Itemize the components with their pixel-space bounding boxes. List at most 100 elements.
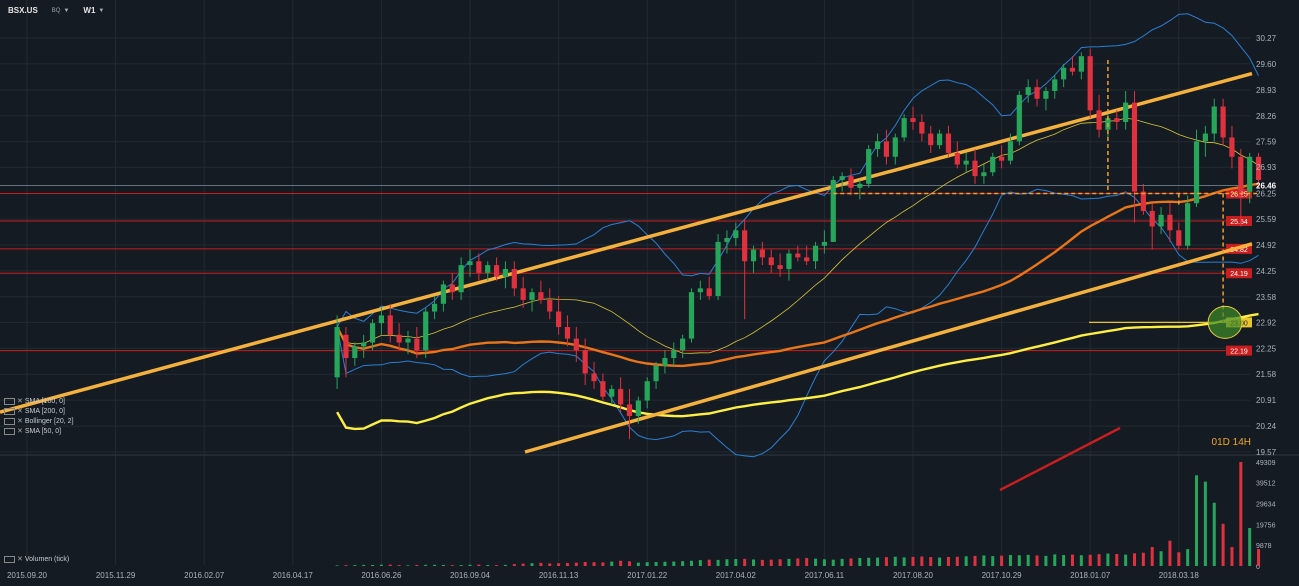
moving-averages: [336, 182, 1259, 492]
price-level-label: 22.19: [1230, 349, 1248, 356]
candle-body: [724, 238, 730, 242]
candle: [476, 253, 482, 281]
candle-body: [680, 338, 686, 351]
candle-body: [999, 156, 1005, 161]
candle: [556, 296, 562, 335]
chevron-down-icon: ▼: [98, 7, 105, 14]
volume-bar: [1079, 555, 1083, 566]
volume-bar: [1044, 555, 1048, 566]
indicator-bollinger[interactable]: ✕ Bollinger [20, 2]: [4, 417, 74, 425]
bar-countdown: 01D 14H: [1211, 437, 1251, 448]
price-level-label: 24.19: [1230, 271, 1248, 278]
volume-bar: [353, 565, 357, 566]
candle-body: [795, 253, 801, 258]
source-selector[interactable]: BQ ▼: [52, 8, 70, 14]
candle-body: [1007, 141, 1014, 161]
volume-bar: [619, 560, 623, 566]
close-icon[interactable]: ✕: [17, 418, 23, 425]
trendlines: [0, 71, 1253, 454]
candle-body: [502, 268, 509, 277]
candle-body: [1069, 67, 1076, 72]
volume-bar: [512, 564, 516, 566]
candle: [750, 245, 757, 273]
candle-body: [1052, 79, 1058, 92]
candle: [963, 152, 969, 173]
candle: [821, 230, 827, 254]
indicator-sma200[interactable]: ✕ SMA [200, 0]: [4, 407, 65, 415]
x-tick-label: 2015.09.20: [7, 571, 48, 580]
settings-icon[interactable]: [4, 427, 15, 435]
volume-bar: [486, 564, 490, 566]
y-tick-label: 21.58: [1256, 370, 1277, 379]
settings-icon[interactable]: [4, 417, 15, 425]
candle: [1140, 183, 1146, 215]
volume-bar: [911, 556, 915, 566]
candle-body: [511, 268, 517, 289]
candle: [680, 334, 686, 358]
candle: [414, 327, 420, 358]
y-tick-label: 20.91: [1256, 396, 1277, 405]
volume-bar: [1133, 553, 1136, 566]
candle-body: [1158, 214, 1164, 227]
indicator-sma100[interactable]: ✕ SMA [100, 0]: [4, 397, 65, 405]
candle: [1096, 94, 1102, 138]
volume-bar: [672, 561, 676, 566]
candle: [874, 133, 881, 157]
volume-bar: [477, 564, 481, 566]
volume-tick-label: 0: [1256, 564, 1260, 571]
timeframe-selector[interactable]: W1 ▼: [83, 6, 104, 15]
candle-body: [883, 141, 890, 157]
candle: [431, 296, 438, 320]
settings-icon[interactable]: [4, 555, 15, 563]
volume-bar: [1141, 552, 1145, 566]
candle: [857, 179, 863, 200]
candle: [538, 280, 544, 304]
candle: [768, 249, 774, 273]
x-tick-label: 2018.01.07: [1070, 571, 1111, 580]
candle-body: [1229, 137, 1235, 157]
candle-body: [1211, 106, 1217, 134]
price-level-badge: [1226, 345, 1252, 356]
y-tick-label: 20.24: [1256, 422, 1277, 431]
candle: [1123, 91, 1129, 130]
candle-body: [618, 388, 624, 405]
close-icon[interactable]: ✕: [17, 398, 23, 405]
volume-bar: [946, 556, 950, 566]
candle-body: [972, 160, 978, 177]
candle-body: [387, 315, 393, 335]
candle: [1131, 91, 1138, 223]
candle: [600, 373, 606, 401]
candle-body: [892, 137, 898, 157]
volume-bar: [778, 559, 782, 566]
volume-bar: [1097, 554, 1101, 566]
indicator-volume[interactable]: ✕ Volumen (tick): [4, 555, 69, 563]
volume-bar: [565, 563, 569, 566]
candle-body: [848, 176, 854, 188]
candle-body: [662, 357, 668, 366]
x-tick-label: 2016.09.04: [450, 571, 491, 580]
close-icon[interactable]: ✕: [17, 556, 23, 563]
candle: [520, 276, 526, 308]
volume-bar: [433, 564, 437, 566]
close-icon[interactable]: ✕: [17, 408, 23, 415]
candle-body: [1149, 210, 1155, 227]
close-icon[interactable]: ✕: [17, 428, 23, 435]
volume-bar: [849, 558, 853, 566]
indicator-sma50[interactable]: ✕ SMA [50, 0]: [4, 427, 61, 435]
candle: [804, 245, 810, 266]
volume-bar: [592, 562, 596, 566]
settings-icon[interactable]: [4, 397, 15, 405]
candle: [485, 261, 491, 281]
y-tick-label: 27.59: [1256, 138, 1277, 147]
volume-bar: [743, 558, 747, 566]
candle-body: [352, 346, 358, 358]
volume-bar: [1195, 475, 1199, 566]
volume-bar: [459, 565, 463, 566]
volume-tick-label: 19756: [1256, 522, 1276, 529]
candle-body: [493, 265, 500, 277]
y-tick-label: 29.60: [1256, 60, 1277, 69]
candle-body: [874, 141, 881, 150]
candle-body: [449, 284, 455, 293]
settings-icon[interactable]: [4, 407, 15, 415]
